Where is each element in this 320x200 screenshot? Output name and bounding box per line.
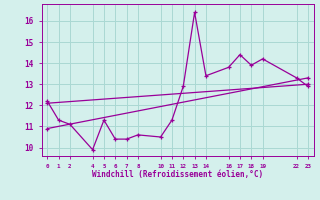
X-axis label: Windchill (Refroidissement éolien,°C): Windchill (Refroidissement éolien,°C) (92, 170, 263, 179)
